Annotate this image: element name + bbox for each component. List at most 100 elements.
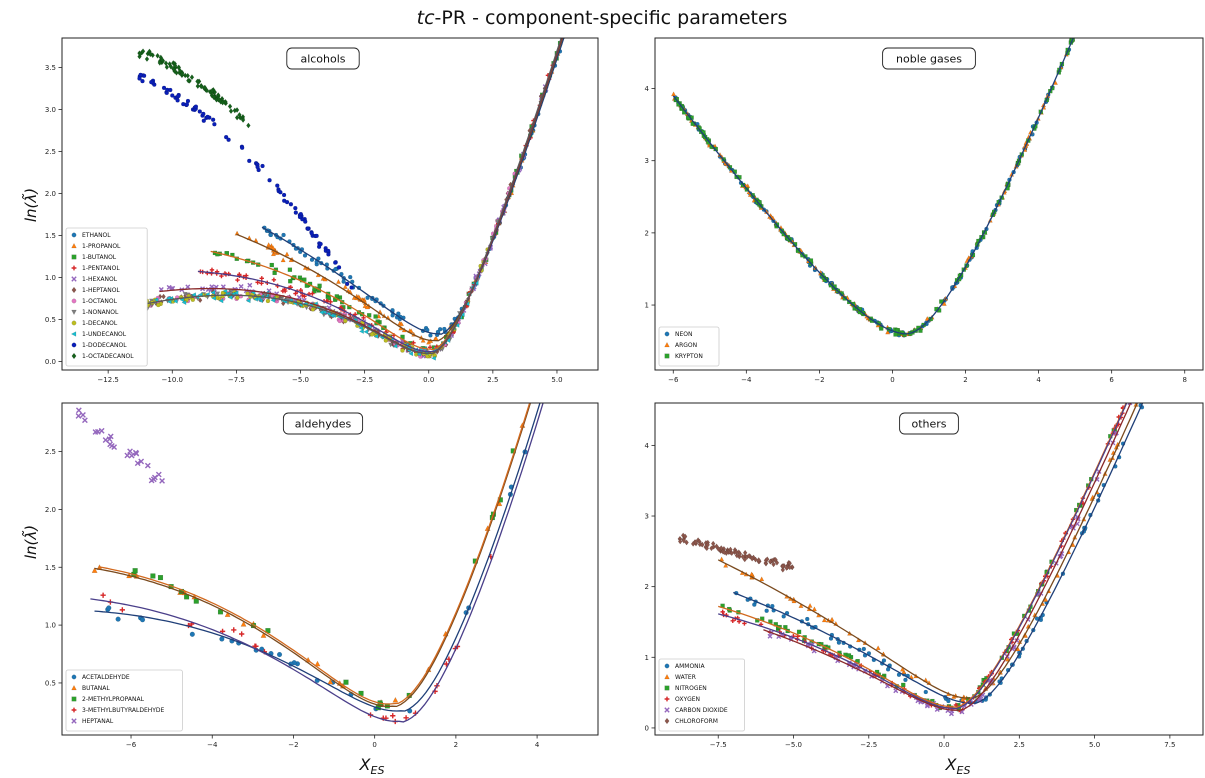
data-point	[226, 137, 231, 142]
data-point	[297, 275, 303, 280]
data-point	[348, 274, 353, 280]
x-axis-label-right: XES	[945, 755, 971, 777]
data-point	[177, 67, 183, 74]
data-point	[319, 309, 324, 315]
x-tick-label: 2.5	[1014, 741, 1025, 749]
legend-entry: 1-PROPANOL	[82, 243, 121, 250]
data-point	[396, 311, 401, 316]
data-point	[682, 533, 688, 540]
data-point	[1146, 351, 1150, 355]
data-point	[879, 326, 884, 331]
legend: ACETALDEHYDE BUTANAL 2-METHYLPROPANAL 3-MET…	[65, 669, 183, 732]
y-tick-label: 3.5	[45, 64, 56, 72]
data-point	[1157, 330, 1161, 334]
x-tick-label: −2.5	[860, 741, 877, 749]
legend-entry: 1-UNDECANOL	[82, 331, 127, 338]
data-point	[376, 313, 382, 319]
legend-entry: ACETALDEHYDE	[82, 674, 130, 681]
data-point	[924, 703, 930, 709]
y-tick-label: 3	[645, 513, 649, 521]
data-point	[237, 111, 242, 118]
legend-entry: WATER	[675, 674, 696, 681]
x-tick-label: 8	[1182, 376, 1186, 384]
data-point	[173, 63, 178, 69]
legend-marker	[71, 674, 77, 680]
data-point	[700, 541, 705, 548]
data-point	[102, 437, 109, 443]
series-nitrogen	[720, 330, 1161, 712]
ticks: −6 −4 −2 0 2 4 6 8 1 2 3 4	[645, 85, 1187, 384]
data-point	[1141, 388, 1145, 392]
legend-marker	[664, 707, 670, 713]
data-point	[191, 292, 196, 298]
series-water	[719, 329, 1170, 702]
data-point	[720, 609, 725, 615]
data-point	[728, 546, 733, 553]
x-axis-label-left-sub: ES	[371, 764, 385, 777]
legend-box	[658, 326, 720, 367]
data-point	[365, 295, 370, 300]
data-point	[234, 230, 240, 236]
legend-marker	[71, 298, 77, 304]
data-point	[918, 328, 923, 333]
y-tick-label: 0	[645, 724, 649, 732]
data-point	[359, 328, 364, 334]
ticks: −7.5 −5.0 −2.5 0.0 2.5 5.0 7.5 0 1 2 3 4	[645, 442, 1176, 749]
x-tick-label: −5.0	[292, 376, 309, 384]
data-point	[403, 715, 409, 721]
x-tick-label: 5.0	[1089, 741, 1100, 749]
series-heptanal	[75, 407, 165, 484]
fit-curve	[718, 403, 1127, 708]
axes-frame	[654, 37, 1204, 371]
data-point	[740, 553, 745, 560]
data-point	[349, 285, 354, 290]
data-point	[1080, 16, 1084, 20]
data-point	[729, 550, 734, 556]
legend-entry: ARGON	[675, 342, 697, 349]
y-tick-label: 1	[645, 654, 649, 662]
data-point	[1166, 329, 1170, 333]
data-point	[746, 553, 752, 559]
data-point	[881, 658, 887, 663]
data-point	[1141, 386, 1145, 390]
data-point	[1083, 9, 1087, 13]
data-point	[157, 60, 162, 66]
data-point	[138, 72, 143, 78]
data-point	[303, 219, 308, 224]
data-point	[341, 279, 346, 284]
data-point	[1165, 331, 1169, 335]
data-point	[212, 122, 217, 127]
legend-marker	[664, 717, 670, 725]
data-point	[337, 318, 342, 324]
data-point	[780, 563, 786, 570]
data-point	[923, 689, 928, 695]
data-point	[885, 329, 891, 335]
data-point	[363, 329, 369, 335]
data-point	[454, 322, 460, 328]
data-point	[168, 63, 174, 70]
ticks: −12.5 −10.0 −7.5 −5.0 −2.5 0.0 2.5 5.0 0.0 0.5 1.0…	[45, 64, 563, 384]
data-point	[901, 669, 907, 674]
data-point	[1142, 365, 1146, 369]
legend-marker	[664, 674, 670, 680]
data-point	[267, 178, 272, 183]
y-tick-label: 2.0	[45, 190, 56, 198]
data-point	[159, 56, 165, 63]
x-tick-label: −6	[668, 376, 679, 384]
y-tick-label: 1.5	[45, 564, 56, 572]
data-point	[185, 284, 191, 290]
data-point	[138, 458, 145, 465]
data-point	[805, 616, 810, 622]
data-point	[798, 603, 804, 608]
legend-marker	[71, 265, 77, 271]
y-tick-label: 3	[645, 157, 649, 165]
data-point	[266, 242, 272, 247]
data-point	[1127, 403, 1133, 406]
legend: AMMONIA WATER NITROGEN OXYGEN CARBON DIOXIDE…	[658, 658, 745, 732]
x-tick-label: −4	[741, 376, 752, 384]
data-point	[107, 433, 114, 440]
data-point	[161, 85, 167, 91]
data-point	[705, 542, 710, 548]
data-point	[157, 293, 163, 300]
y-tick-label: 0.5	[45, 316, 56, 324]
